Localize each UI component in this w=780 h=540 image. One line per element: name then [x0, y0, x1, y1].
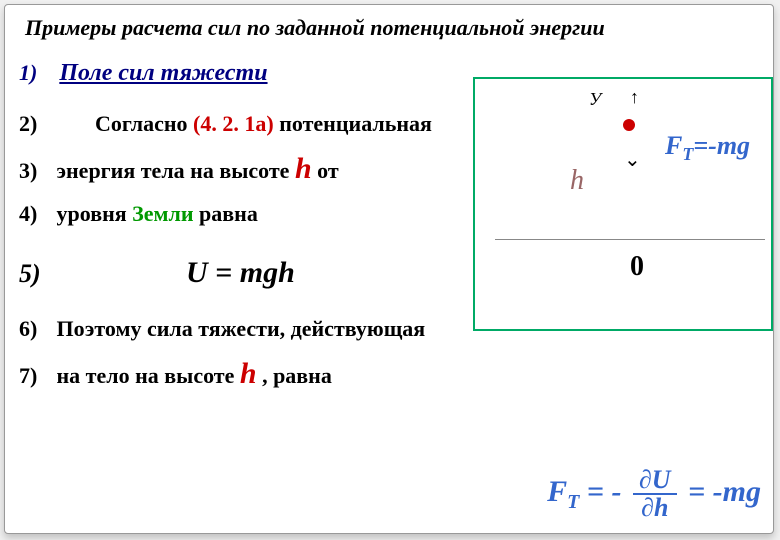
line3-h: h: [295, 152, 312, 185]
ft-equation: FT=-mg: [665, 131, 750, 165]
h-label: h: [570, 165, 584, 197]
line5-formula: U = mgh: [186, 256, 295, 289]
line7-h: h: [240, 357, 257, 390]
up-arrow-icon: ↑: [630, 87, 639, 108]
final-eq1: = -: [579, 475, 629, 508]
line2-post: потенциальная: [279, 111, 432, 136]
gravity-diagram: У ↑ ⌄ FT=-mg h 0: [473, 77, 773, 331]
ft-sub: T: [682, 144, 693, 164]
dU-top-U: U: [652, 465, 671, 494]
line-7: 7) на тело на высоте h , равна: [19, 351, 759, 396]
line4-earth: Земли: [132, 201, 193, 226]
dU-bot-h: h: [654, 493, 668, 522]
line4-post: равна: [199, 201, 258, 226]
final-F: F: [547, 475, 567, 508]
subtitle-num: 1): [19, 60, 37, 85]
fraction: ∂U∂h: [633, 467, 677, 521]
line2-num: 2): [19, 107, 51, 140]
zero-label: 0: [630, 251, 644, 283]
line3-num: 3): [19, 154, 51, 187]
down-arrow-icon: ⌄: [624, 147, 641, 172]
mass-dot-icon: [623, 119, 635, 131]
final-sub: T: [567, 491, 579, 513]
line3-pre: энергия тела на высоте: [57, 158, 295, 183]
line6-text: Поэтому сила тяжести, действующая: [57, 316, 426, 341]
line7-post: , равна: [262, 363, 332, 388]
line4-num: 4): [19, 197, 51, 230]
line3-post: от: [317, 158, 339, 183]
line5-num: 5): [19, 259, 51, 289]
ft-eq-text: =-mg: [693, 131, 750, 160]
final-formula: FT = - ∂U∂h = -mg: [547, 467, 761, 521]
ft-F: F: [665, 131, 682, 160]
line4-pre: уровня: [57, 201, 133, 226]
line7-num: 7): [19, 359, 51, 392]
line7-pre: на тело на высоте: [57, 363, 240, 388]
dU-top-d: ∂: [639, 465, 652, 494]
page-title: Примеры расчета сил по заданной потенциа…: [19, 15, 759, 41]
line6-num: 6): [19, 312, 51, 345]
line2-pre: Согласно: [95, 111, 193, 136]
dU-bot-d: ∂: [641, 493, 654, 522]
subtitle-text: Поле сил тяжести: [59, 60, 267, 86]
final-eq2: = -mg: [681, 475, 761, 508]
line2-ref: (4. 2. 1а): [193, 111, 274, 136]
slide-page: Примеры расчета сил по заданной потенциа…: [4, 4, 774, 534]
y-axis-label: У: [589, 89, 601, 110]
ground-line: [495, 239, 765, 240]
